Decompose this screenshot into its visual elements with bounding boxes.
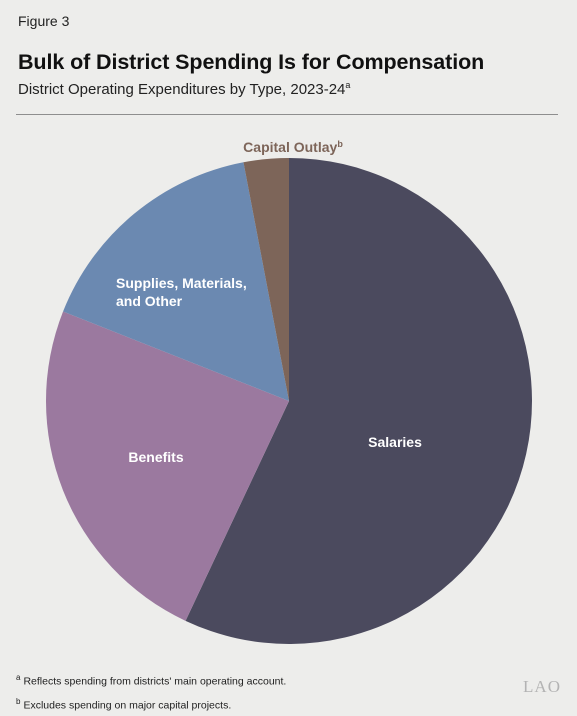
figure-label: Figure 3	[18, 13, 70, 29]
footnote-a-text: Reflects spending from districts' main o…	[23, 675, 287, 688]
footnote-a: a Reflects spending from districts' main …	[16, 668, 286, 692]
footnote-b: b Excludes spending on major capital proj…	[16, 692, 286, 716]
pie-slice-capital-outlay	[243, 158, 289, 401]
slice-label-line: Supplies, Materials,	[116, 275, 247, 291]
slice-label-line: and Other	[116, 293, 183, 309]
footnote-a-mark: a	[16, 673, 21, 682]
lao-logo: LAO	[523, 677, 561, 696]
pie-slice-supplies-materials-and-other	[63, 162, 289, 401]
subtitle-footnote-mark: a	[345, 80, 351, 90]
slice-label-salaries: Salaries	[368, 434, 422, 450]
slice-label-capital-outlay: Capital Outlayb	[243, 139, 343, 155]
footnotes: a Reflects spending from districts' main …	[16, 668, 286, 715]
slice-label-footnote-mark: b	[337, 139, 343, 149]
slice-label-supplies-materials-and-other: Supplies, Materials, and Other	[116, 275, 247, 309]
footnote-b-mark: b	[16, 696, 21, 706]
title-divider	[16, 114, 558, 115]
pie-slice-salaries	[185, 158, 532, 644]
pie-slice-benefits	[45, 311, 289, 621]
chart-subtitle: District Operating Expenditures by Type,…	[18, 80, 350, 98]
chart-title: Bulk of District Spending Is for Compens…	[18, 50, 485, 74]
slice-label-benefits: Benefits	[128, 449, 183, 465]
footnote-b-text: Excludes spending on major capital proje…	[23, 699, 232, 711]
subtitle-text: District Operating Expenditures by Type,…	[18, 81, 346, 98]
